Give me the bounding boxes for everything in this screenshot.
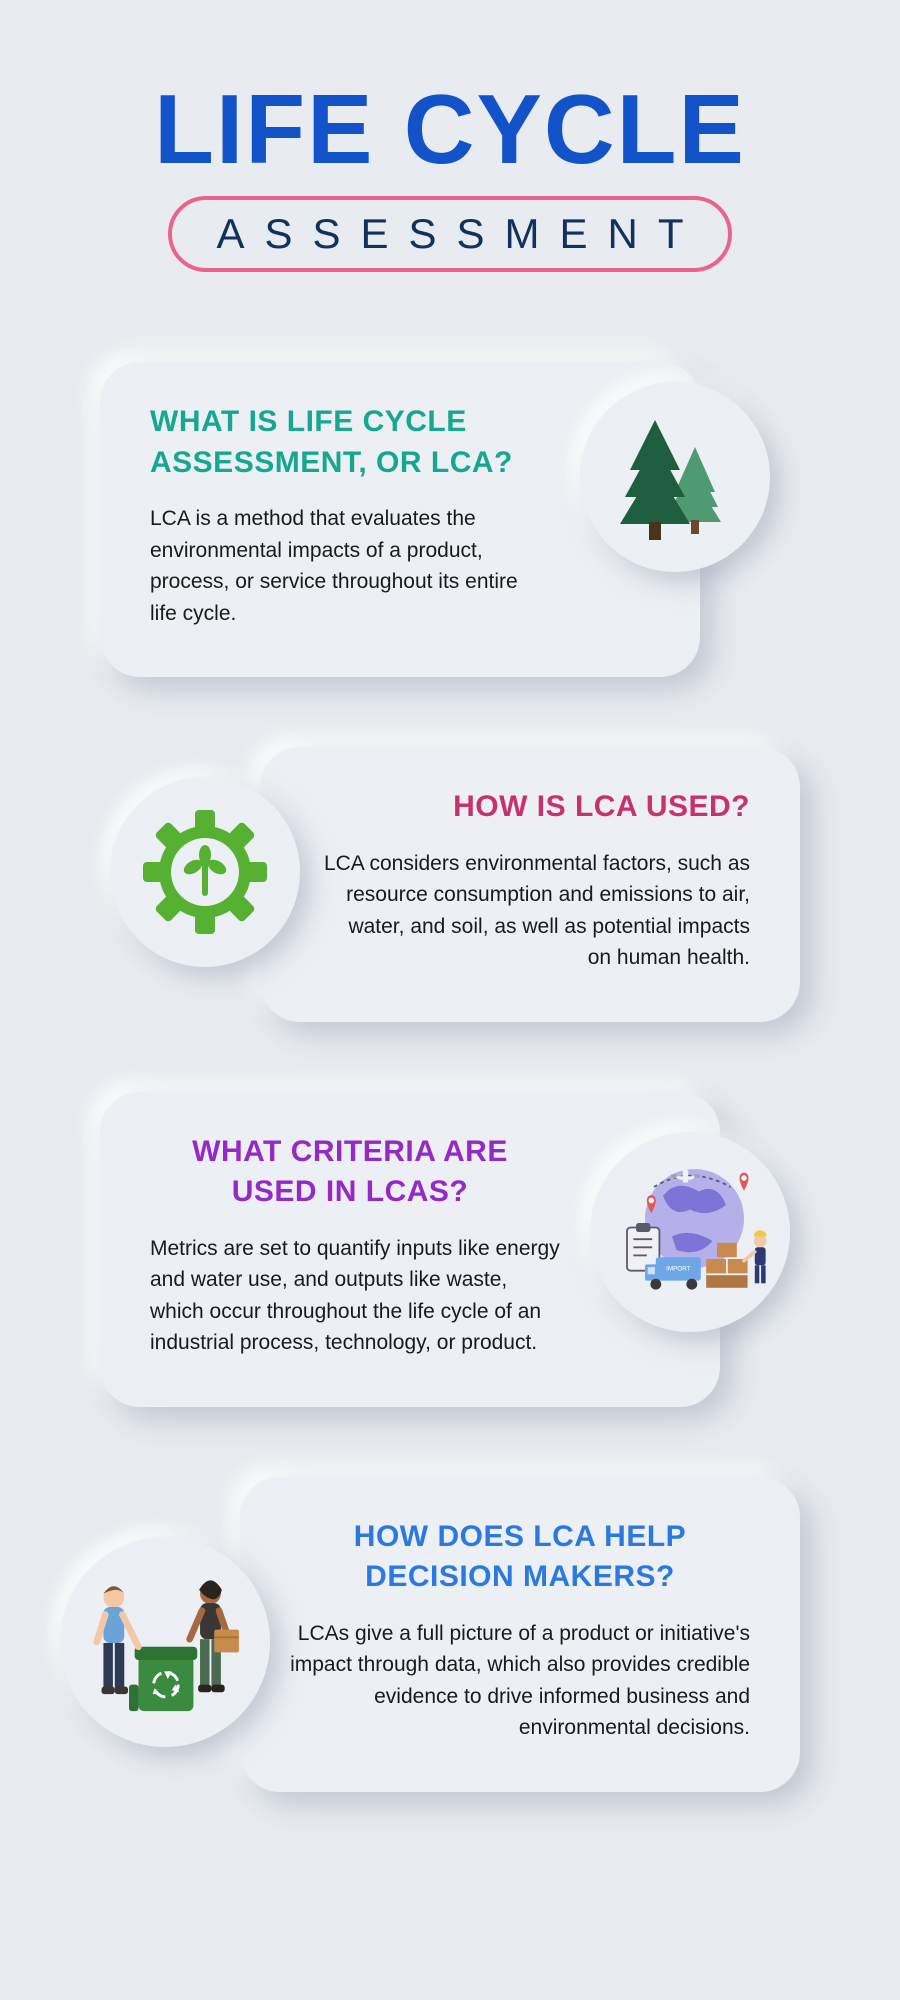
card-title: HOW IS LCA USED? xyxy=(310,787,750,828)
card-what-is-lca: WHAT IS LIFE CYCLE ASSESSMENT, OR LCA? L… xyxy=(100,362,700,677)
card-title: WHAT CRITERIA ARE USED IN LCAS? xyxy=(150,1132,550,1213)
gear-plant-icon xyxy=(110,777,300,967)
card-title: HOW DOES LCA HELP DECISION MAKERS? xyxy=(290,1517,750,1598)
card-how-used: HOW IS LCA USED? LCA considers environme… xyxy=(260,747,800,1022)
infographic-container: LIFE CYCLE ASSESSMENT WHAT IS LIFE CYCLE… xyxy=(0,0,900,1902)
svg-text:IMPORT: IMPORT xyxy=(666,1265,691,1272)
card-body: LCAs give a full picture of a product or… xyxy=(290,1618,750,1744)
card-criteria: WHAT CRITERIA ARE USED IN LCAS? Metrics … xyxy=(100,1092,720,1407)
subtitle-pill: ASSESSMENT xyxy=(168,196,731,272)
logistics-globe-icon: IMPORT xyxy=(590,1132,790,1332)
card-body: Metrics are set to quantify inputs like … xyxy=(150,1233,560,1359)
card-title: WHAT IS LIFE CYCLE ASSESSMENT, OR LCA? xyxy=(150,402,530,483)
card-body: LCA considers environmental factors, suc… xyxy=(322,848,750,974)
people-recycle-icon xyxy=(60,1537,270,1747)
card-body: LCA is a method that evaluates the envir… xyxy=(150,503,550,629)
subtitle-text: ASSESSMENT xyxy=(216,210,703,258)
trees-icon xyxy=(580,382,770,572)
header: LIFE CYCLE ASSESSMENT xyxy=(60,80,840,272)
card-decision-makers: HOW DOES LCA HELP DECISION MAKERS? LCAs … xyxy=(240,1477,800,1792)
main-title: LIFE CYCLE xyxy=(60,80,840,178)
